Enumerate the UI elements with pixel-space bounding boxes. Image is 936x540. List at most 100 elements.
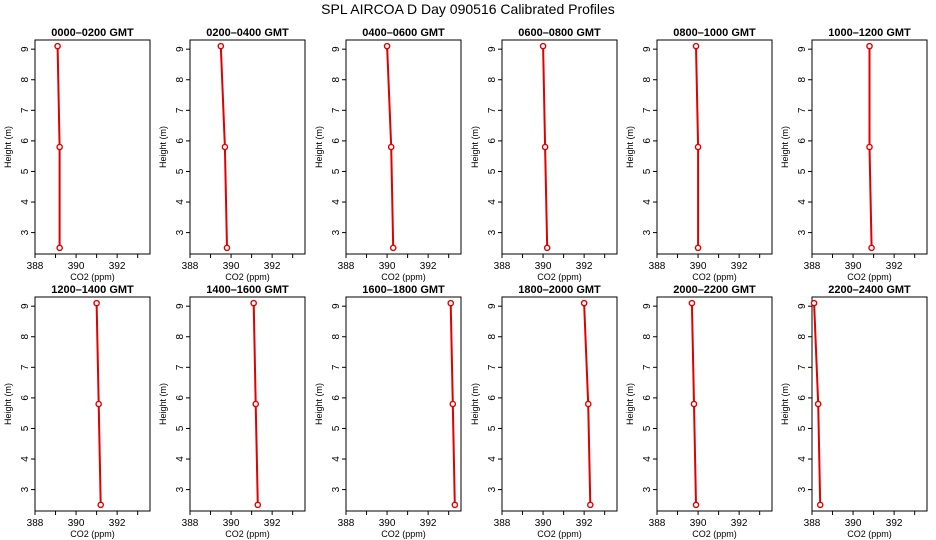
x-tick-label: 392 xyxy=(420,261,437,272)
y-tick-label: 5 xyxy=(487,425,498,431)
x-tick-label: 390 xyxy=(845,261,862,272)
y-tick-label: 3 xyxy=(20,486,31,492)
x-tick-label: 390 xyxy=(68,518,85,529)
y-tick-label: 6 xyxy=(20,395,31,401)
data-point xyxy=(810,299,818,307)
panel-title: 1400–1600 GMT xyxy=(206,284,289,296)
x-tick-label: 392 xyxy=(264,261,281,272)
x-tick-label: 390 xyxy=(690,261,707,272)
y-axis-label: Height (m) xyxy=(3,126,13,168)
plot-frame xyxy=(189,39,306,255)
y-tick-label: 9 xyxy=(487,46,498,52)
y-tick-label: 4 xyxy=(331,199,342,205)
x-tick-label: 388 xyxy=(182,518,199,529)
y-tick-label: 8 xyxy=(331,77,342,83)
data-point xyxy=(447,299,455,307)
chart-panel: 1000–1200 GMT 388 390 392 3 4 5 6 7 8 9 CO2 (ppm) He… xyxy=(780,27,928,282)
chart-panel: 0800–1000 GMT 388 390 392 3 4 5 6 7 8 9 CO2 (ppm) He… xyxy=(625,27,773,282)
chart-panel: 1600–1800 GMT 388 390 392 3 4 5 6 7 8 9 CO2 (ppm) He… xyxy=(314,284,462,539)
y-tick-label: 5 xyxy=(487,168,498,174)
x-tick-label: 392 xyxy=(886,518,903,529)
y-tick-label: 8 xyxy=(487,77,498,83)
y-tick-label: 3 xyxy=(487,229,498,235)
figure-title: SPL AIRCOA D Day 090516 Calibrated Profi… xyxy=(321,1,615,17)
x-tick-label: 388 xyxy=(649,261,666,272)
y-tick-label: 3 xyxy=(487,486,498,492)
y-tick-label: 9 xyxy=(20,303,31,309)
plot-frame xyxy=(345,296,462,512)
data-point xyxy=(254,501,262,509)
y-tick-label: 4 xyxy=(797,456,808,462)
x-tick-label: 388 xyxy=(804,261,821,272)
data-point xyxy=(816,501,824,509)
x-axis-label: CO2 (ppm) xyxy=(692,529,737,539)
x-tick-label: 390 xyxy=(535,518,552,529)
y-tick-label: 3 xyxy=(797,229,808,235)
y-tick-label: 5 xyxy=(642,168,653,174)
y-tick-label: 3 xyxy=(175,486,186,492)
x-tick-label: 390 xyxy=(379,261,396,272)
y-tick-label: 7 xyxy=(797,107,808,113)
panel-title: 0400–0600 GMT xyxy=(362,27,445,39)
y-tick-label: 7 xyxy=(642,107,653,113)
panel-title: 1200–1400 GMT xyxy=(51,284,134,296)
data-point xyxy=(580,299,588,307)
y-tick-label: 3 xyxy=(642,229,653,235)
y-axis-label: Height (m) xyxy=(158,126,168,168)
data-point xyxy=(692,42,700,50)
x-tick-label: 392 xyxy=(109,261,126,272)
y-tick-label: 8 xyxy=(487,334,498,340)
x-tick-label: 388 xyxy=(494,261,511,272)
x-tick-label: 392 xyxy=(886,261,903,272)
data-point xyxy=(866,143,873,151)
panel-title: 0000–0200 GMT xyxy=(51,27,134,39)
y-axis-label: Height (m) xyxy=(625,383,635,425)
y-tick-label: 6 xyxy=(487,138,498,144)
y-tick-label: 3 xyxy=(797,486,808,492)
x-tick-label: 390 xyxy=(223,261,240,272)
y-tick-label: 5 xyxy=(331,168,342,174)
y-tick-label: 3 xyxy=(331,486,342,492)
y-tick-label: 7 xyxy=(487,364,498,370)
data-point xyxy=(250,299,257,307)
y-tick-label: 7 xyxy=(642,364,653,370)
y-axis-label: Height (m) xyxy=(625,126,635,168)
y-tick-label: 5 xyxy=(20,168,31,174)
y-tick-label: 7 xyxy=(20,364,31,370)
y-tick-label: 6 xyxy=(175,395,186,401)
chart-panel: 0400–0600 GMT 388 390 392 3 4 5 6 7 8 9 CO2 (ppm) He… xyxy=(314,27,462,282)
x-tick-label: 392 xyxy=(264,518,281,529)
y-tick-label: 3 xyxy=(642,486,653,492)
y-axis-label: Height (m) xyxy=(158,383,168,425)
panel-title: 1600–1800 GMT xyxy=(362,284,445,296)
y-axis-label: Height (m) xyxy=(470,126,480,168)
y-tick-label: 7 xyxy=(175,107,186,113)
x-tick-label: 392 xyxy=(109,518,126,529)
data-point xyxy=(449,400,457,408)
x-axis-label: CO2 (ppm) xyxy=(225,529,270,539)
x-axis-label: CO2 (ppm) xyxy=(847,529,892,539)
chart-panel: 2200–2400 GMT 388 390 392 3 4 5 6 7 8 9 CO2 (ppm) He… xyxy=(780,284,928,539)
plot-frame xyxy=(811,296,928,512)
x-tick-label: 388 xyxy=(338,518,355,529)
data-point xyxy=(694,244,702,252)
y-tick-label: 6 xyxy=(331,395,342,401)
data-point xyxy=(543,244,551,252)
x-axis-label: CO2 (ppm) xyxy=(537,529,582,539)
data-point xyxy=(688,299,696,307)
data-point xyxy=(814,400,822,408)
x-axis-label: CO2 (ppm) xyxy=(381,529,426,539)
y-tick-label: 9 xyxy=(797,46,808,52)
x-axis-label: CO2 (ppm) xyxy=(381,272,426,282)
x-tick-label: 390 xyxy=(223,518,240,529)
x-tick-label: 390 xyxy=(68,261,85,272)
y-tick-label: 3 xyxy=(175,229,186,235)
plot-frame xyxy=(34,39,151,255)
data-point xyxy=(584,400,592,408)
y-tick-label: 5 xyxy=(797,425,808,431)
y-tick-label: 6 xyxy=(331,138,342,144)
x-axis-label: CO2 (ppm) xyxy=(70,529,115,539)
plot-frame xyxy=(501,39,618,255)
y-tick-label: 8 xyxy=(175,77,186,83)
